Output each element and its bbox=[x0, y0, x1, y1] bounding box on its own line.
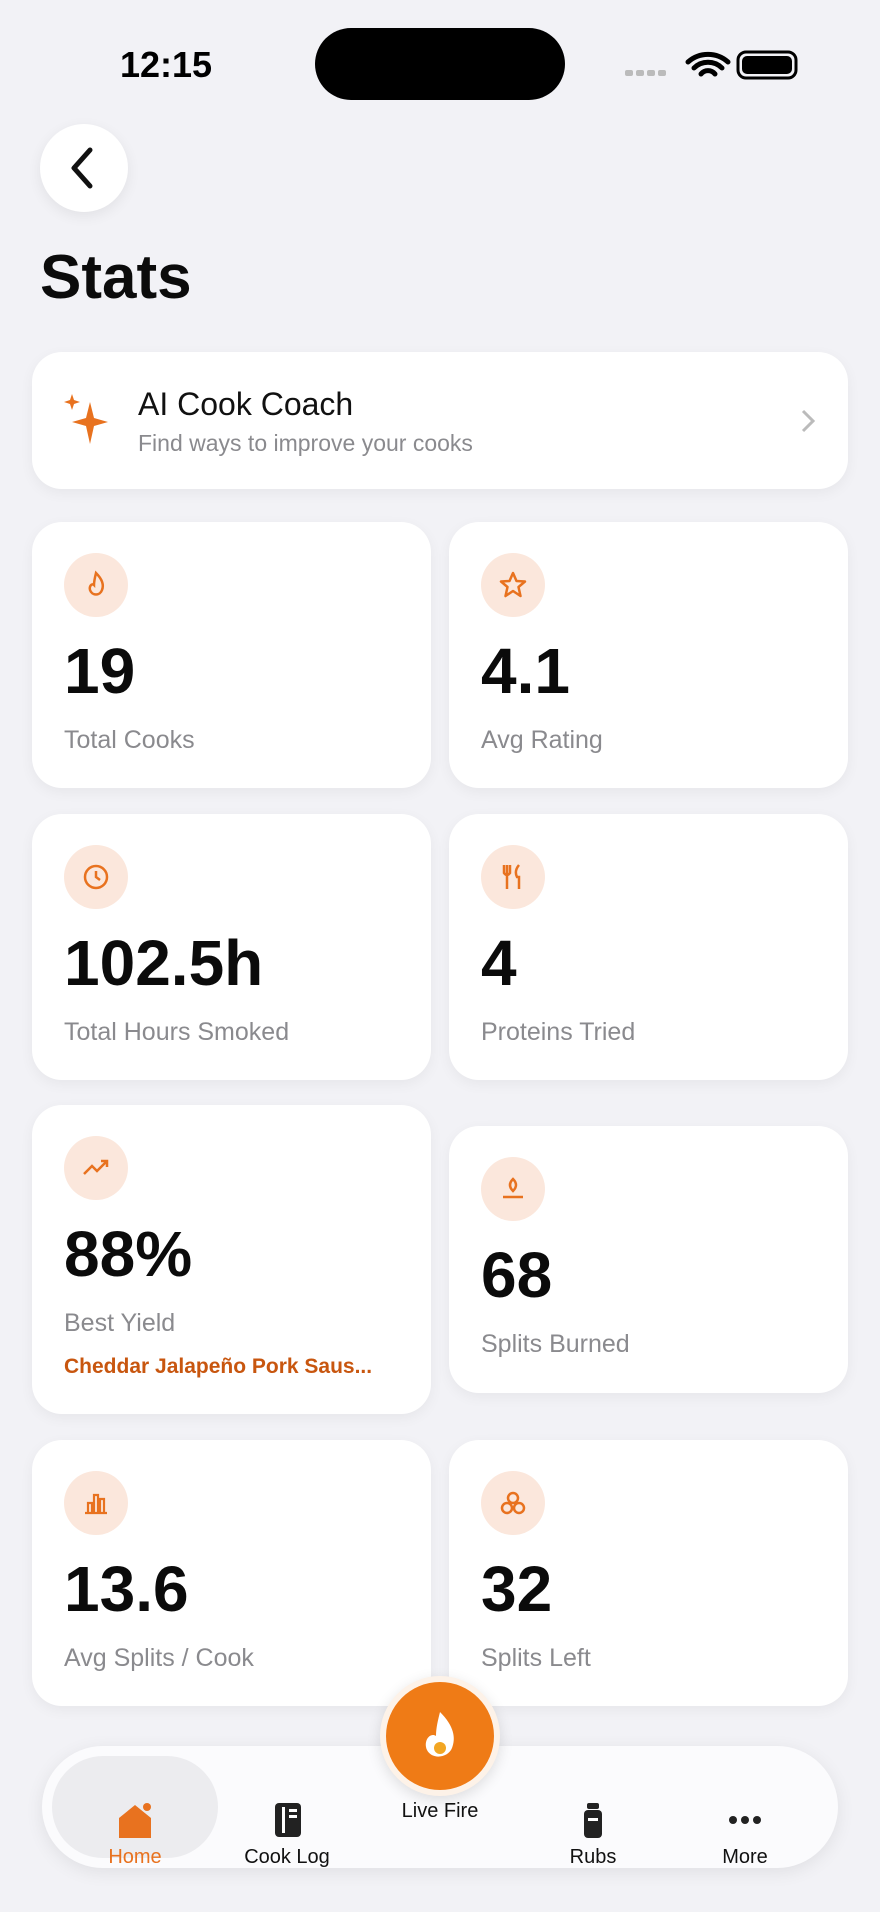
stat-label: Total Cooks bbox=[64, 726, 195, 754]
tab-home[interactable]: Home bbox=[65, 1800, 205, 1869]
stat-icon bbox=[64, 553, 128, 617]
tab-label: More bbox=[722, 1846, 768, 1868]
dynamic-island bbox=[315, 28, 565, 100]
stat-value: 102.5h bbox=[64, 927, 264, 999]
tab-label: Cook Log bbox=[244, 1846, 330, 1868]
stat-value: 88% bbox=[64, 1218, 193, 1290]
stat-label: Splits Burned bbox=[481, 1330, 630, 1358]
stat-label: Avg Rating bbox=[481, 726, 603, 754]
stat-value: 19 bbox=[64, 635, 136, 707]
stat-label: Total Hours Smoked bbox=[64, 1018, 290, 1046]
stat-card: 32 Splits Left bbox=[449, 1440, 848, 1706]
coach-card[interactable]: AI Cook Coach Find ways to improve your … bbox=[32, 352, 848, 489]
page-title: Stats bbox=[40, 243, 192, 312]
tab-label: Live Fire bbox=[401, 1800, 479, 1822]
stat-card: 4.1 Avg Rating bbox=[449, 522, 848, 788]
stat-value: 4.1 bbox=[481, 635, 570, 707]
stat-detail: Cheddar Jalapeño Pork Saus... bbox=[64, 1355, 373, 1378]
stat-card: 68 Splits Burned bbox=[449, 1126, 848, 1393]
stat-value: 32 bbox=[481, 1553, 553, 1625]
stat-icon bbox=[64, 1471, 128, 1535]
stat-card: 88% Best Yield Cheddar Jalapeño Pork Saus… bbox=[32, 1105, 431, 1414]
stat-label: Proteins Tried bbox=[481, 1018, 636, 1046]
tab-label: Rubs bbox=[569, 1846, 617, 1868]
status-time: 12:15 bbox=[120, 44, 213, 85]
tab-label: Home bbox=[108, 1846, 162, 1868]
tab-rubs[interactable]: Rubs bbox=[523, 1800, 663, 1869]
stat-icon bbox=[64, 845, 128, 909]
stat-card: 13.6 Avg Splits / Cook bbox=[32, 1440, 431, 1706]
tab-cook-log[interactable]: Cook Log bbox=[217, 1800, 357, 1869]
back-button[interactable] bbox=[40, 124, 128, 212]
stat-label: Best Yield bbox=[64, 1309, 176, 1337]
stat-card: 102.5h Total Hours Smoked bbox=[32, 814, 431, 1080]
stat-icon bbox=[481, 845, 545, 909]
status-icons bbox=[625, 50, 798, 80]
stat-label: Splits Left bbox=[481, 1644, 591, 1672]
stat-card: 4 Proteins Tried bbox=[449, 814, 848, 1080]
tab-live-fire[interactable]: Live Fire bbox=[370, 1800, 510, 1823]
stat-icon bbox=[481, 1471, 545, 1535]
stat-icon bbox=[481, 1157, 545, 1221]
stat-value: 4 bbox=[481, 927, 517, 999]
stat-label: Avg Splits / Cook bbox=[64, 1644, 254, 1672]
stat-value: 68 bbox=[481, 1239, 553, 1311]
stat-card: 19 Total Cooks bbox=[32, 522, 431, 788]
tab-more[interactable]: More bbox=[675, 1800, 815, 1869]
coach-subtitle: Find ways to improve your cooks bbox=[138, 430, 473, 456]
stat-icon bbox=[64, 1136, 128, 1200]
stat-icon bbox=[481, 553, 545, 617]
live-fire-button[interactable] bbox=[380, 1676, 500, 1796]
coach-title: AI Cook Coach bbox=[138, 386, 354, 422]
stat-value: 13.6 bbox=[64, 1553, 189, 1625]
